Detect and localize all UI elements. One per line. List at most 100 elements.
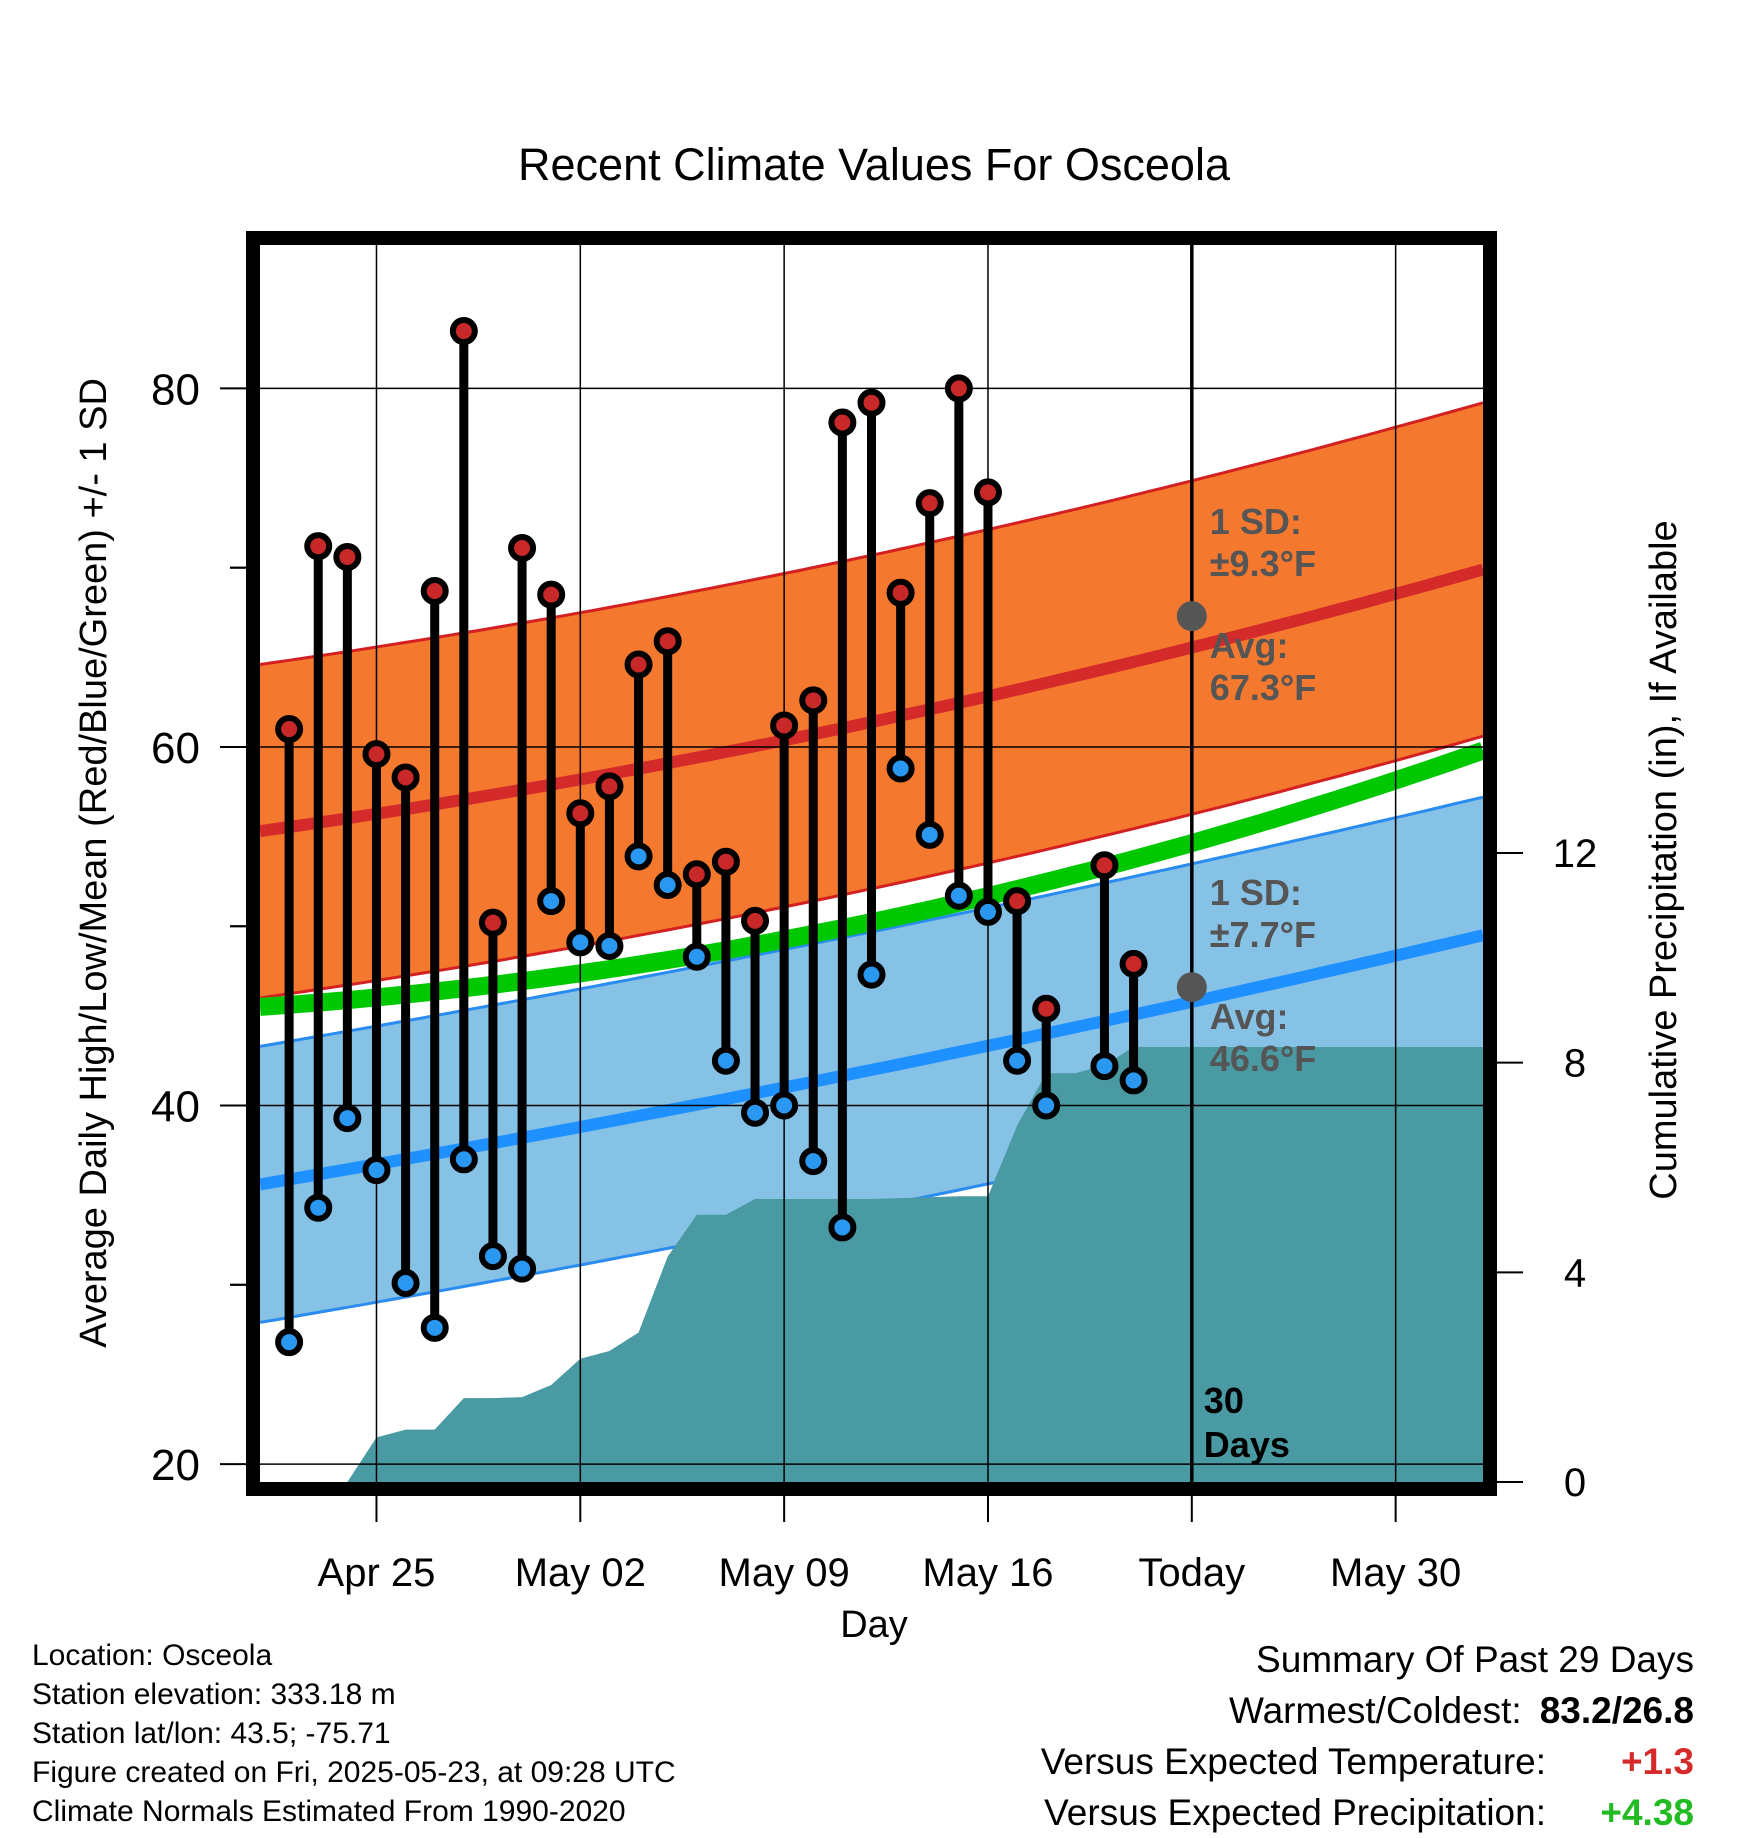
daily-low-point [391, 1269, 420, 1298]
elevation-text: Station elevation: 333.18 m [32, 1678, 396, 1711]
x-tick-label: Apr 25 [318, 1551, 436, 1595]
daily-high-point [508, 533, 537, 562]
daily-low-point [653, 871, 682, 900]
plot-frame [246, 231, 1497, 1496]
chart-title: Recent Climate Values For Osceola [518, 139, 1231, 190]
daily-low-point [828, 1213, 857, 1242]
daily-high-point [915, 489, 944, 518]
high-avg-annotation-1: 67.3°F [1210, 667, 1316, 708]
daily-low-point [275, 1328, 304, 1357]
low-avg-annotation-0: Avg: [1210, 996, 1289, 1037]
station-info: Location: Osceola Station elevation: 333… [32, 1636, 676, 1831]
daily-high-point [1003, 887, 1032, 916]
daily-low-point [1090, 1052, 1119, 1081]
temp-label: Versus Expected Temperature: [1040, 1741, 1546, 1782]
low-sd-annotation-0: 1 SD: [1210, 872, 1302, 913]
daily-high-point [682, 860, 711, 889]
daily-low-point [857, 960, 886, 989]
daily-high-point [275, 715, 304, 744]
today-avg-high-point [1176, 601, 1207, 632]
warmest-label: Warmest/Coldest: [1229, 1690, 1522, 1731]
y-right-axis-label: Cumulative Precipitation (in), If Availa… [1643, 520, 1685, 1199]
summary-panel: Summary Of Past 29 Days Warmest/Coldest:… [1041, 1634, 1694, 1838]
x-tick-label: Today [1138, 1551, 1245, 1595]
x-tick-label: May 02 [515, 1551, 646, 1595]
daily-high-point [770, 711, 799, 740]
daily-low-point [624, 842, 653, 871]
low-sd-band [260, 797, 1483, 1323]
daily-low-point [886, 754, 915, 783]
daily-high-point [595, 772, 624, 801]
daily-high-point [304, 532, 333, 561]
y-right-tick-label: 8 [1564, 1042, 1586, 1086]
y-right-tick-label: 12 [1553, 832, 1598, 876]
x-tick-label: May 09 [719, 1551, 850, 1595]
daily-high-point [828, 408, 857, 437]
daily-high-point [566, 799, 595, 828]
summary-precip-row: Versus Expected Precipitation: +4.38 [1041, 1787, 1694, 1838]
daily-high-point [944, 374, 973, 403]
daily-low-point [682, 942, 711, 971]
daily-low-point [362, 1156, 391, 1185]
location-text: Location: Osceola [32, 1639, 273, 1672]
x-axis-label: Day [840, 1604, 908, 1646]
x-tick-label: May 16 [922, 1551, 1053, 1595]
daily-low-point [333, 1104, 362, 1133]
daily-low-point [304, 1193, 333, 1222]
daily-high-point [1119, 949, 1148, 978]
daily-high-point [741, 906, 770, 935]
daily-high-point [537, 580, 566, 609]
y-left-axis-label: Average Daily High/Low/Mean (Red/Blue/Gr… [73, 378, 115, 1348]
daily-high-point [449, 317, 478, 346]
daily-low-point [420, 1313, 449, 1342]
daily-low-point [915, 820, 944, 849]
normals-text: Climate Normals Estimated From 1990-2020 [32, 1795, 626, 1828]
latlon-text: Station lat/lon: 43.5; -75.71 [32, 1717, 391, 1750]
summary-title: Summary Of Past 29 Days [1256, 1639, 1694, 1680]
precip-label: Versus Expected Precipitation: [1044, 1792, 1546, 1833]
high-avg-annotation-0: Avg: [1210, 625, 1289, 666]
daily-low-point [449, 1145, 478, 1174]
today-marker-label-0: 30 [1204, 1380, 1244, 1421]
daily-low-point [799, 1147, 828, 1176]
today-marker-label-1: Days [1204, 1424, 1290, 1465]
daily-high-point [973, 478, 1002, 507]
daily-low-point [537, 887, 566, 916]
daily-low-point [1119, 1066, 1148, 1095]
daily-high-point [333, 542, 362, 571]
daily-high-point [711, 847, 740, 876]
y-left-tick-label: 40 [151, 1083, 200, 1132]
daily-high-point [362, 740, 391, 769]
x-tick-label: May 30 [1330, 1551, 1461, 1595]
daily-high-point [799, 686, 828, 715]
precip-value: +4.38 [1600, 1792, 1694, 1833]
daily-low-point [1032, 1091, 1061, 1120]
y-left-tick-label: 20 [151, 1441, 200, 1490]
y-left-tick-label: 80 [151, 365, 200, 414]
precipitation-area [260, 1047, 1483, 1482]
y-right-tick-label: 0 [1564, 1461, 1586, 1505]
daily-low-point [1003, 1046, 1032, 1075]
daily-high-point [857, 388, 886, 417]
daily-high-point [1032, 994, 1061, 1023]
daily-low-point [944, 881, 973, 910]
daily-high-point [886, 578, 915, 607]
y-left-tick-label: 60 [151, 724, 200, 773]
daily-high-point [624, 650, 653, 679]
daily-high-point [420, 577, 449, 606]
low-avg-annotation-1: 46.6°F [1210, 1038, 1316, 1079]
low-sd-annotation-1: ±7.7°F [1210, 914, 1316, 955]
high-sd-annotation-1: ±9.3°F [1210, 543, 1316, 584]
daily-low-point [478, 1242, 507, 1271]
warmest-value: 83.2/26.8 [1539, 1690, 1694, 1731]
daily-low-point [770, 1091, 799, 1120]
today-avg-low-point [1176, 972, 1207, 1003]
daily-low-point [566, 928, 595, 957]
created-text: Figure created on Fri, 2025-05-23, at 09… [32, 1756, 676, 1789]
daily-high-point [653, 627, 682, 656]
daily-low-point [508, 1254, 537, 1283]
daily-high-point [391, 763, 420, 792]
daily-low-point [711, 1046, 740, 1075]
summary-warmest-row: Warmest/Coldest: 83.2/26.8 [1041, 1685, 1694, 1736]
